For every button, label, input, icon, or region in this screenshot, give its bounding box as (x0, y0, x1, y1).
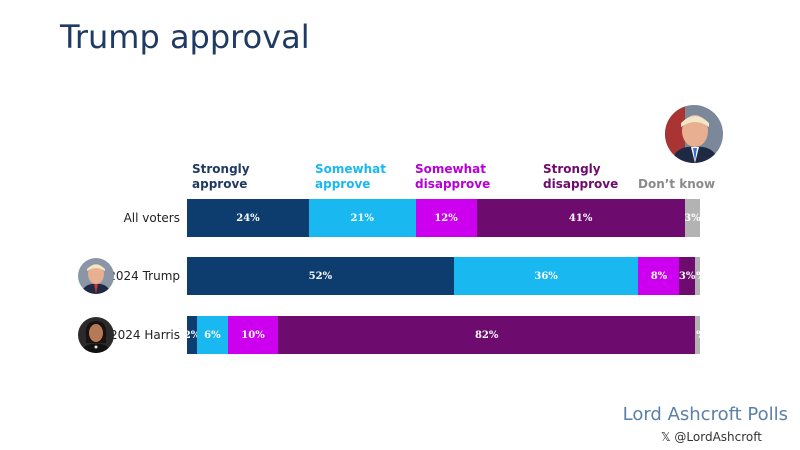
bar-segment-don-t-know-1: 1% (694, 257, 700, 295)
bar-segment-don-t-know-2: 1% (694, 316, 700, 354)
bar-2024-harris: 2%6%10%82%1% (187, 316, 700, 354)
bar-segment-somewhat-approve-0: 21% (308, 199, 416, 237)
bar-segment-somewhat-disapprove-1: 8% (638, 257, 680, 295)
row-label-2024-trump: 2024 Trump (108, 269, 180, 283)
chart-title: Trump approval (60, 18, 310, 56)
legend-label-5: Don’t know (638, 177, 716, 191)
bar-segment-somewhat-disapprove-0: 12% (415, 199, 477, 237)
legend-label-1: Strongly approve (192, 162, 250, 191)
bar-segment-somewhat-disapprove-2: 10% (227, 316, 279, 354)
trump-avatar (78, 258, 114, 294)
trump-portrait (665, 105, 723, 163)
bar-all-voters: 24% 21% 12% 41% 3% (187, 199, 700, 237)
bar-segment-strongly-disapprove-2: 82% (278, 316, 695, 354)
bar-segment-don-t-know-0: 3% (684, 199, 700, 237)
bar-segment-somewhat-approve-2: 6% (197, 316, 228, 354)
bar-segment-strongly-disapprove-1: 3% (679, 257, 695, 295)
legend-label-4: Strongly disapprove (543, 162, 619, 191)
row-label-all-voters: All voters (123, 211, 180, 225)
row-label-2024-harris: 2024 Harris (110, 328, 180, 342)
social-handle[interactable]: 𝕏 @LordAshcroft (660, 430, 762, 444)
bar-segment-strongly-disapprove-0: 41% (476, 199, 685, 237)
bar-2024-trump: 52%36%8%3%1% (187, 257, 700, 295)
brand-name: Lord Ashcroft Polls (622, 404, 788, 425)
bar-segment-strongly-approve-1: 52% (187, 257, 454, 295)
harris-avatar (78, 317, 114, 353)
bar-segment-strongly-approve-0: 24% (187, 199, 309, 237)
legend-label-3: Somewhat disapprove (415, 162, 491, 191)
bar-segment-somewhat-approve-1: 36% (453, 257, 639, 295)
bar-segment-strongly-approve-2: 2% (187, 316, 198, 354)
legend-label-2: Somewhat approve (315, 162, 386, 191)
